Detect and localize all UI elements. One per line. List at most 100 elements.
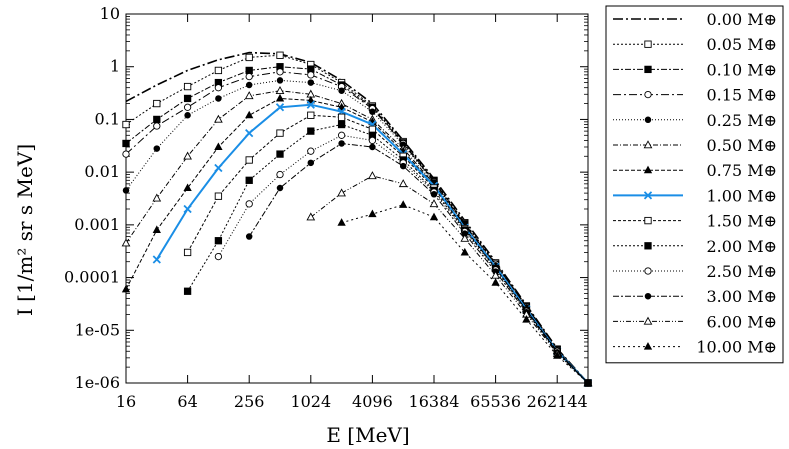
legend-label: 0.75 M⊕ bbox=[707, 161, 778, 180]
data-point bbox=[368, 125, 377, 133]
data-point bbox=[276, 77, 284, 84]
legend-marker bbox=[644, 242, 652, 250]
x-tick-label: 4096 bbox=[352, 392, 393, 411]
data-point bbox=[245, 66, 253, 75]
data-point bbox=[306, 100, 315, 109]
data-point bbox=[245, 200, 253, 208]
data-point bbox=[245, 176, 253, 184]
data-point bbox=[368, 209, 377, 218]
data-point bbox=[276, 129, 284, 137]
legend-label: 3.00 M⊕ bbox=[707, 287, 778, 306]
legend-label: 0.00 M⊕ bbox=[707, 10, 778, 29]
series-1.50 bbox=[183, 111, 592, 387]
y-tick-label: 10 bbox=[100, 4, 120, 23]
data-point bbox=[183, 204, 192, 214]
data-point bbox=[275, 103, 285, 112]
series-0.10 bbox=[122, 63, 592, 387]
series-line bbox=[310, 175, 589, 384]
data-point bbox=[153, 145, 161, 152]
data-point bbox=[245, 81, 253, 89]
data-point bbox=[460, 233, 470, 242]
series-line bbox=[248, 142, 589, 384]
y-tick-label: 0.0001 bbox=[64, 268, 120, 287]
data-point bbox=[183, 103, 192, 111]
data-point bbox=[183, 82, 192, 91]
plot-frame bbox=[125, 13, 589, 384]
data-point bbox=[214, 142, 223, 151]
data-point bbox=[275, 86, 285, 94]
data-point bbox=[122, 150, 130, 158]
data-point bbox=[337, 120, 346, 129]
legend-marker bbox=[644, 40, 652, 48]
series-10.00 bbox=[337, 200, 593, 387]
legend-marker bbox=[644, 292, 652, 300]
data-point bbox=[399, 162, 407, 170]
legend-label: 2.00 M⊕ bbox=[707, 237, 778, 256]
x-tick-label: 16384 bbox=[409, 392, 460, 411]
data-point bbox=[183, 151, 192, 160]
legend-marker bbox=[643, 191, 653, 200]
legend-label: 0.15 M⊕ bbox=[707, 86, 778, 105]
data-point bbox=[152, 225, 161, 234]
series-6.00 bbox=[306, 171, 593, 387]
series-line bbox=[125, 90, 589, 384]
legend-entry: 0.75 M⊕ bbox=[613, 161, 777, 180]
data-point bbox=[430, 191, 438, 198]
x-tick-label: 262144 bbox=[527, 392, 588, 411]
legend-label: 6.00 M⊕ bbox=[707, 312, 778, 331]
data-point bbox=[214, 252, 223, 261]
legend-marker bbox=[644, 267, 652, 275]
series-layer bbox=[121, 51, 593, 388]
data-point bbox=[122, 120, 130, 129]
legend-marker bbox=[644, 65, 652, 74]
legend-entry: 3.00 M⊕ bbox=[613, 287, 777, 306]
series-line bbox=[187, 114, 589, 384]
data-point bbox=[183, 248, 192, 257]
x-axis-label: E [MeV] bbox=[326, 423, 409, 447]
data-point bbox=[398, 179, 408, 188]
data-point bbox=[307, 127, 315, 135]
data-point bbox=[214, 163, 223, 173]
data-point bbox=[368, 136, 377, 145]
series-0.00 bbox=[125, 51, 589, 384]
data-point bbox=[245, 72, 253, 81]
legend-entry: 0.25 M⊕ bbox=[613, 111, 777, 130]
data-point bbox=[399, 200, 408, 208]
data-point bbox=[522, 314, 531, 323]
legend-entry: 1.50 M⊕ bbox=[613, 212, 777, 231]
legend: 0.00 M⊕ 0.05 M⊕ 0.10 M⊕ 0.15 M⊕ 0.25 M⊕ 0.50 … bbox=[605, 5, 784, 364]
series-2.50 bbox=[214, 131, 592, 387]
legend-marker bbox=[643, 316, 653, 325]
data-point bbox=[214, 66, 223, 75]
x-tick-label: 256 bbox=[234, 392, 265, 411]
series-0.25 bbox=[122, 77, 592, 387]
data-point bbox=[338, 140, 345, 147]
y-tick-label: 1e-05 bbox=[75, 320, 120, 339]
series-line bbox=[125, 71, 589, 384]
data-point bbox=[307, 159, 315, 167]
series-line bbox=[125, 66, 589, 384]
data-point bbox=[153, 99, 161, 108]
y-tick-label: 0.001 bbox=[74, 215, 120, 234]
data-point bbox=[183, 94, 192, 103]
data-point bbox=[429, 199, 439, 208]
legend-box bbox=[605, 5, 784, 364]
series-line bbox=[125, 54, 589, 384]
data-point bbox=[337, 131, 346, 139]
data-point bbox=[275, 93, 285, 102]
data-point bbox=[121, 238, 131, 247]
series-line bbox=[125, 51, 589, 384]
data-point bbox=[215, 95, 222, 102]
series-line bbox=[125, 79, 589, 384]
legend-label: 0.50 M⊕ bbox=[707, 136, 778, 155]
x-tick-label: 16 bbox=[116, 392, 136, 411]
data-point bbox=[460, 247, 469, 256]
legend-entry: 2.50 M⊕ bbox=[613, 262, 777, 281]
data-point bbox=[214, 237, 223, 245]
legend-entry: 0.15 M⊕ bbox=[613, 86, 777, 105]
legend-label: 1.50 M⊕ bbox=[707, 212, 778, 231]
data-point bbox=[306, 95, 315, 104]
y-axis-label: I [1/m² sr s MeV] bbox=[13, 144, 37, 316]
legend-marker bbox=[644, 90, 652, 99]
